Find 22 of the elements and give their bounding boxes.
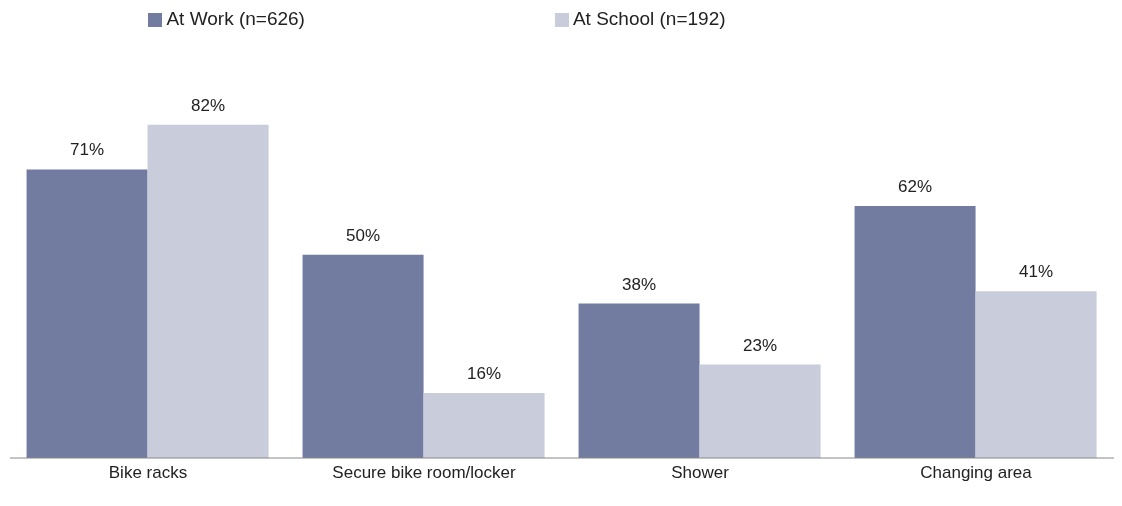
bar (26, 169, 148, 458)
data-label: 71% (70, 140, 105, 160)
x-tick-label: Changing area (920, 463, 1033, 483)
legend-label: At School (n=192) (572, 8, 726, 29)
bar (147, 124, 269, 458)
bar (699, 364, 821, 458)
x-tick-label: Shower (671, 463, 730, 483)
bar (975, 291, 1097, 458)
data-label: 16% (467, 363, 502, 383)
x-tick-label: Secure bike room/locker (332, 463, 516, 483)
bar (854, 205, 976, 458)
data-label: 50% (346, 225, 381, 245)
x-tick-label: Bike racks (108, 463, 188, 483)
data-label: 23% (743, 335, 778, 355)
bar (423, 392, 545, 458)
bar (302, 254, 424, 458)
data-label: 82% (191, 95, 226, 115)
legend-label: At Work (n=626) (166, 8, 305, 29)
data-label: 41% (1019, 262, 1054, 282)
data-label: 62% (898, 176, 933, 196)
bar (578, 303, 700, 458)
data-label: 38% (622, 274, 657, 294)
